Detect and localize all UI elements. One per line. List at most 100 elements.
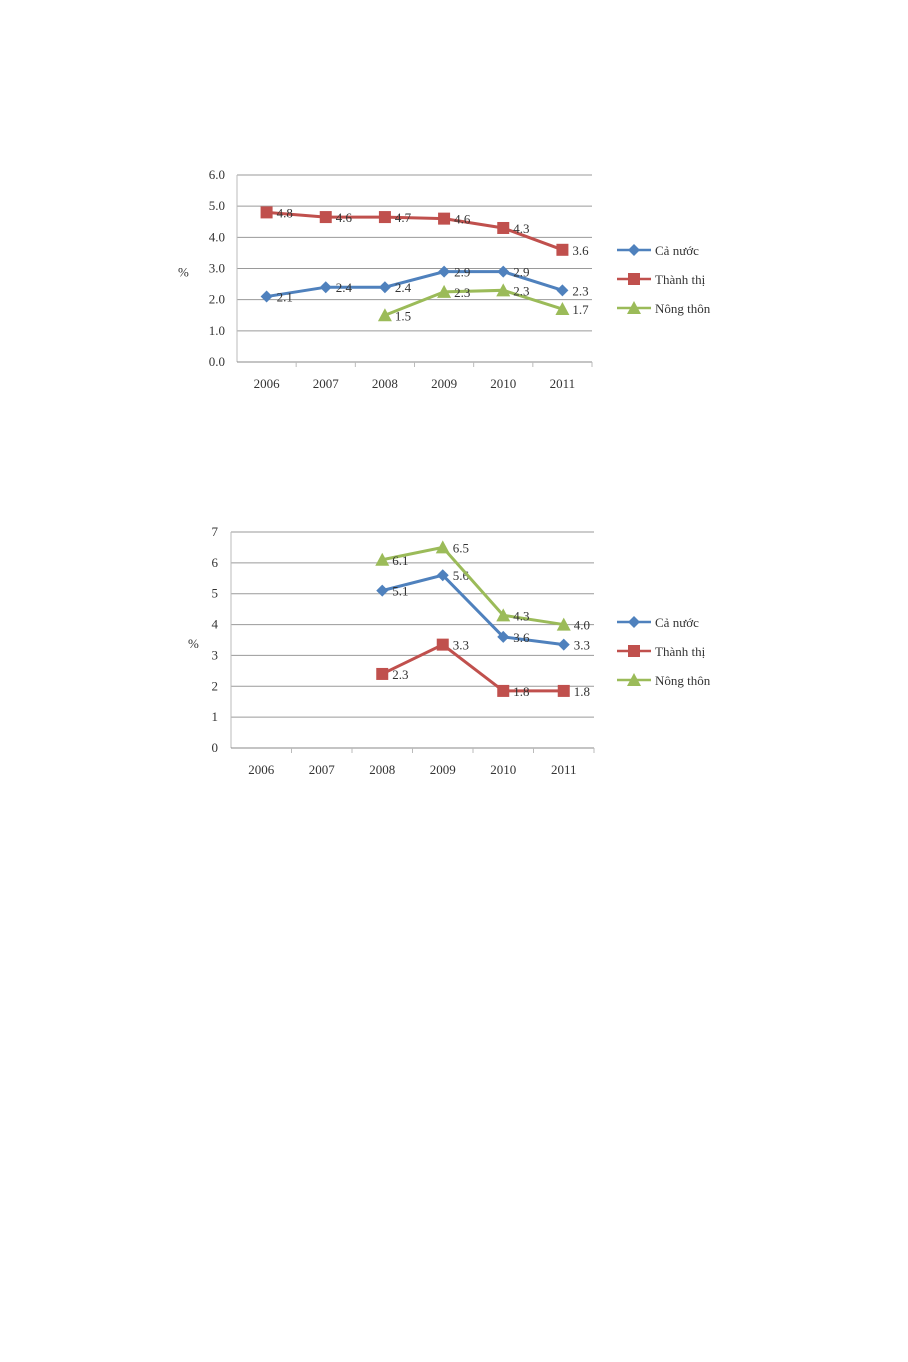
series-line: [266, 210, 563, 252]
y-tick-label: 2.0: [209, 292, 225, 307]
data-point: [377, 308, 392, 322]
data-point: [497, 684, 510, 697]
x-tick-label: 2011: [550, 376, 576, 391]
data-point: [319, 281, 332, 294]
series-thanh-thi: 2.3 3.3 1.8 1.8: [376, 638, 590, 699]
data-label: 4.3: [513, 221, 529, 236]
data-label: 5.1: [392, 584, 408, 599]
data-label: 2.3: [392, 667, 408, 682]
data-point: [436, 638, 449, 651]
data-label: 2.1: [277, 290, 293, 305]
data-point: [260, 206, 273, 219]
y-tick-label: 5: [212, 586, 219, 601]
data-label: 6.5: [453, 540, 469, 555]
series-line: [381, 642, 564, 693]
data-label: 2.4: [336, 280, 353, 295]
data-label: 4.7: [395, 210, 412, 225]
data-point: [497, 221, 510, 234]
data-point: [436, 569, 449, 582]
series-line: [381, 545, 564, 627]
legend-marker: [627, 301, 641, 314]
data-label: 2.3: [454, 285, 470, 300]
y-axis-label: %: [178, 265, 189, 280]
data-point: [438, 265, 451, 278]
series-line: [266, 270, 563, 299]
data-point: [260, 290, 273, 303]
legend-label: Nông thôn: [655, 301, 711, 316]
series-line: [384, 288, 563, 317]
y-tick-label: 6.0: [209, 167, 225, 182]
y-tick-label: 5.0: [209, 198, 225, 213]
legend-label: Thành thị: [655, 272, 706, 287]
data-label: 4.0: [574, 618, 590, 633]
y-tick-label: 3.0: [209, 261, 225, 276]
y-tick-label: 2: [212, 678, 219, 693]
series-ca-nuoc: 2.1 2.4 2.4 2.9 2.9 2.3: [260, 265, 589, 305]
legend-marker: [628, 616, 640, 628]
data-label: 4.6: [454, 212, 471, 227]
legend-marker: [628, 273, 640, 285]
y-tick-label: 4: [212, 617, 219, 632]
y-tick-label: 4.0: [209, 229, 225, 244]
data-label: 3.6: [572, 243, 589, 258]
chart-1: 0.0 1.0 2.0 3.0 4.0 5.0 6.0 2006 2007 2008 2009 201…: [178, 167, 711, 391]
y-tick-label: 0: [212, 740, 219, 755]
y-axis-label: %: [188, 636, 199, 651]
x-tick-label: 2006: [248, 762, 275, 777]
data-point: [376, 667, 389, 680]
data-label: 2.4: [395, 280, 412, 295]
legend-marker: [628, 645, 640, 657]
x-tick-label: 2006: [254, 376, 281, 391]
legend-label: Nông thôn: [655, 673, 711, 688]
data-label: 4.8: [277, 205, 293, 220]
y-tick-label: 1: [212, 709, 219, 724]
data-point: [375, 552, 390, 566]
data-point: [378, 281, 391, 294]
data-point: [557, 684, 570, 697]
data-label: 6.1: [392, 553, 408, 568]
legend-marker: [627, 673, 641, 686]
data-point: [555, 302, 570, 316]
data-label: 3.3: [453, 638, 469, 653]
x-tick-label: 2010: [490, 762, 516, 777]
data-point: [556, 284, 569, 297]
data-label: 4.3: [513, 608, 529, 623]
data-point: [556, 617, 571, 631]
data-label: 1.7: [572, 302, 589, 317]
x-tick-label: 2007: [313, 376, 340, 391]
data-point: [497, 265, 510, 278]
data-point: [557, 638, 570, 651]
legend-label: Cả nước: [655, 615, 699, 630]
series-nong-thon: 1.5 2.3 2.3 1.7: [377, 283, 589, 323]
data-point: [438, 212, 451, 225]
data-point: [556, 243, 569, 256]
data-label: 2.9: [454, 265, 470, 280]
data-label: 2.3: [513, 283, 529, 298]
data-label: 2.3: [572, 283, 588, 298]
series-thanh-thi: 4.8 4.6 4.7 4.6 4.3 3.6: [260, 205, 589, 258]
x-tick-label: 2009: [430, 762, 456, 777]
y-tick-label: 3: [212, 647, 219, 662]
data-point: [376, 584, 389, 597]
x-tick-label: 2008: [369, 762, 395, 777]
x-tick-label: 2007: [309, 762, 336, 777]
data-point: [378, 211, 391, 224]
data-label: 4.6: [336, 210, 353, 225]
data-label: 3.6: [513, 630, 530, 645]
x-tick-label: 2011: [551, 762, 577, 777]
y-tick-label: 6: [212, 555, 219, 570]
legend-label: Thành thị: [655, 644, 706, 659]
y-tick-label: 0.0: [209, 354, 225, 369]
series-line: [381, 573, 564, 647]
data-point: [435, 540, 450, 554]
data-label: 1.8: [513, 684, 529, 699]
x-tick-label: 2010: [490, 376, 516, 391]
x-tick-label: 2009: [431, 376, 457, 391]
data-point: [497, 630, 510, 643]
data-point: [496, 608, 511, 622]
data-point: [437, 284, 452, 298]
x-tick-label: 2008: [372, 376, 398, 391]
data-point: [319, 211, 332, 224]
